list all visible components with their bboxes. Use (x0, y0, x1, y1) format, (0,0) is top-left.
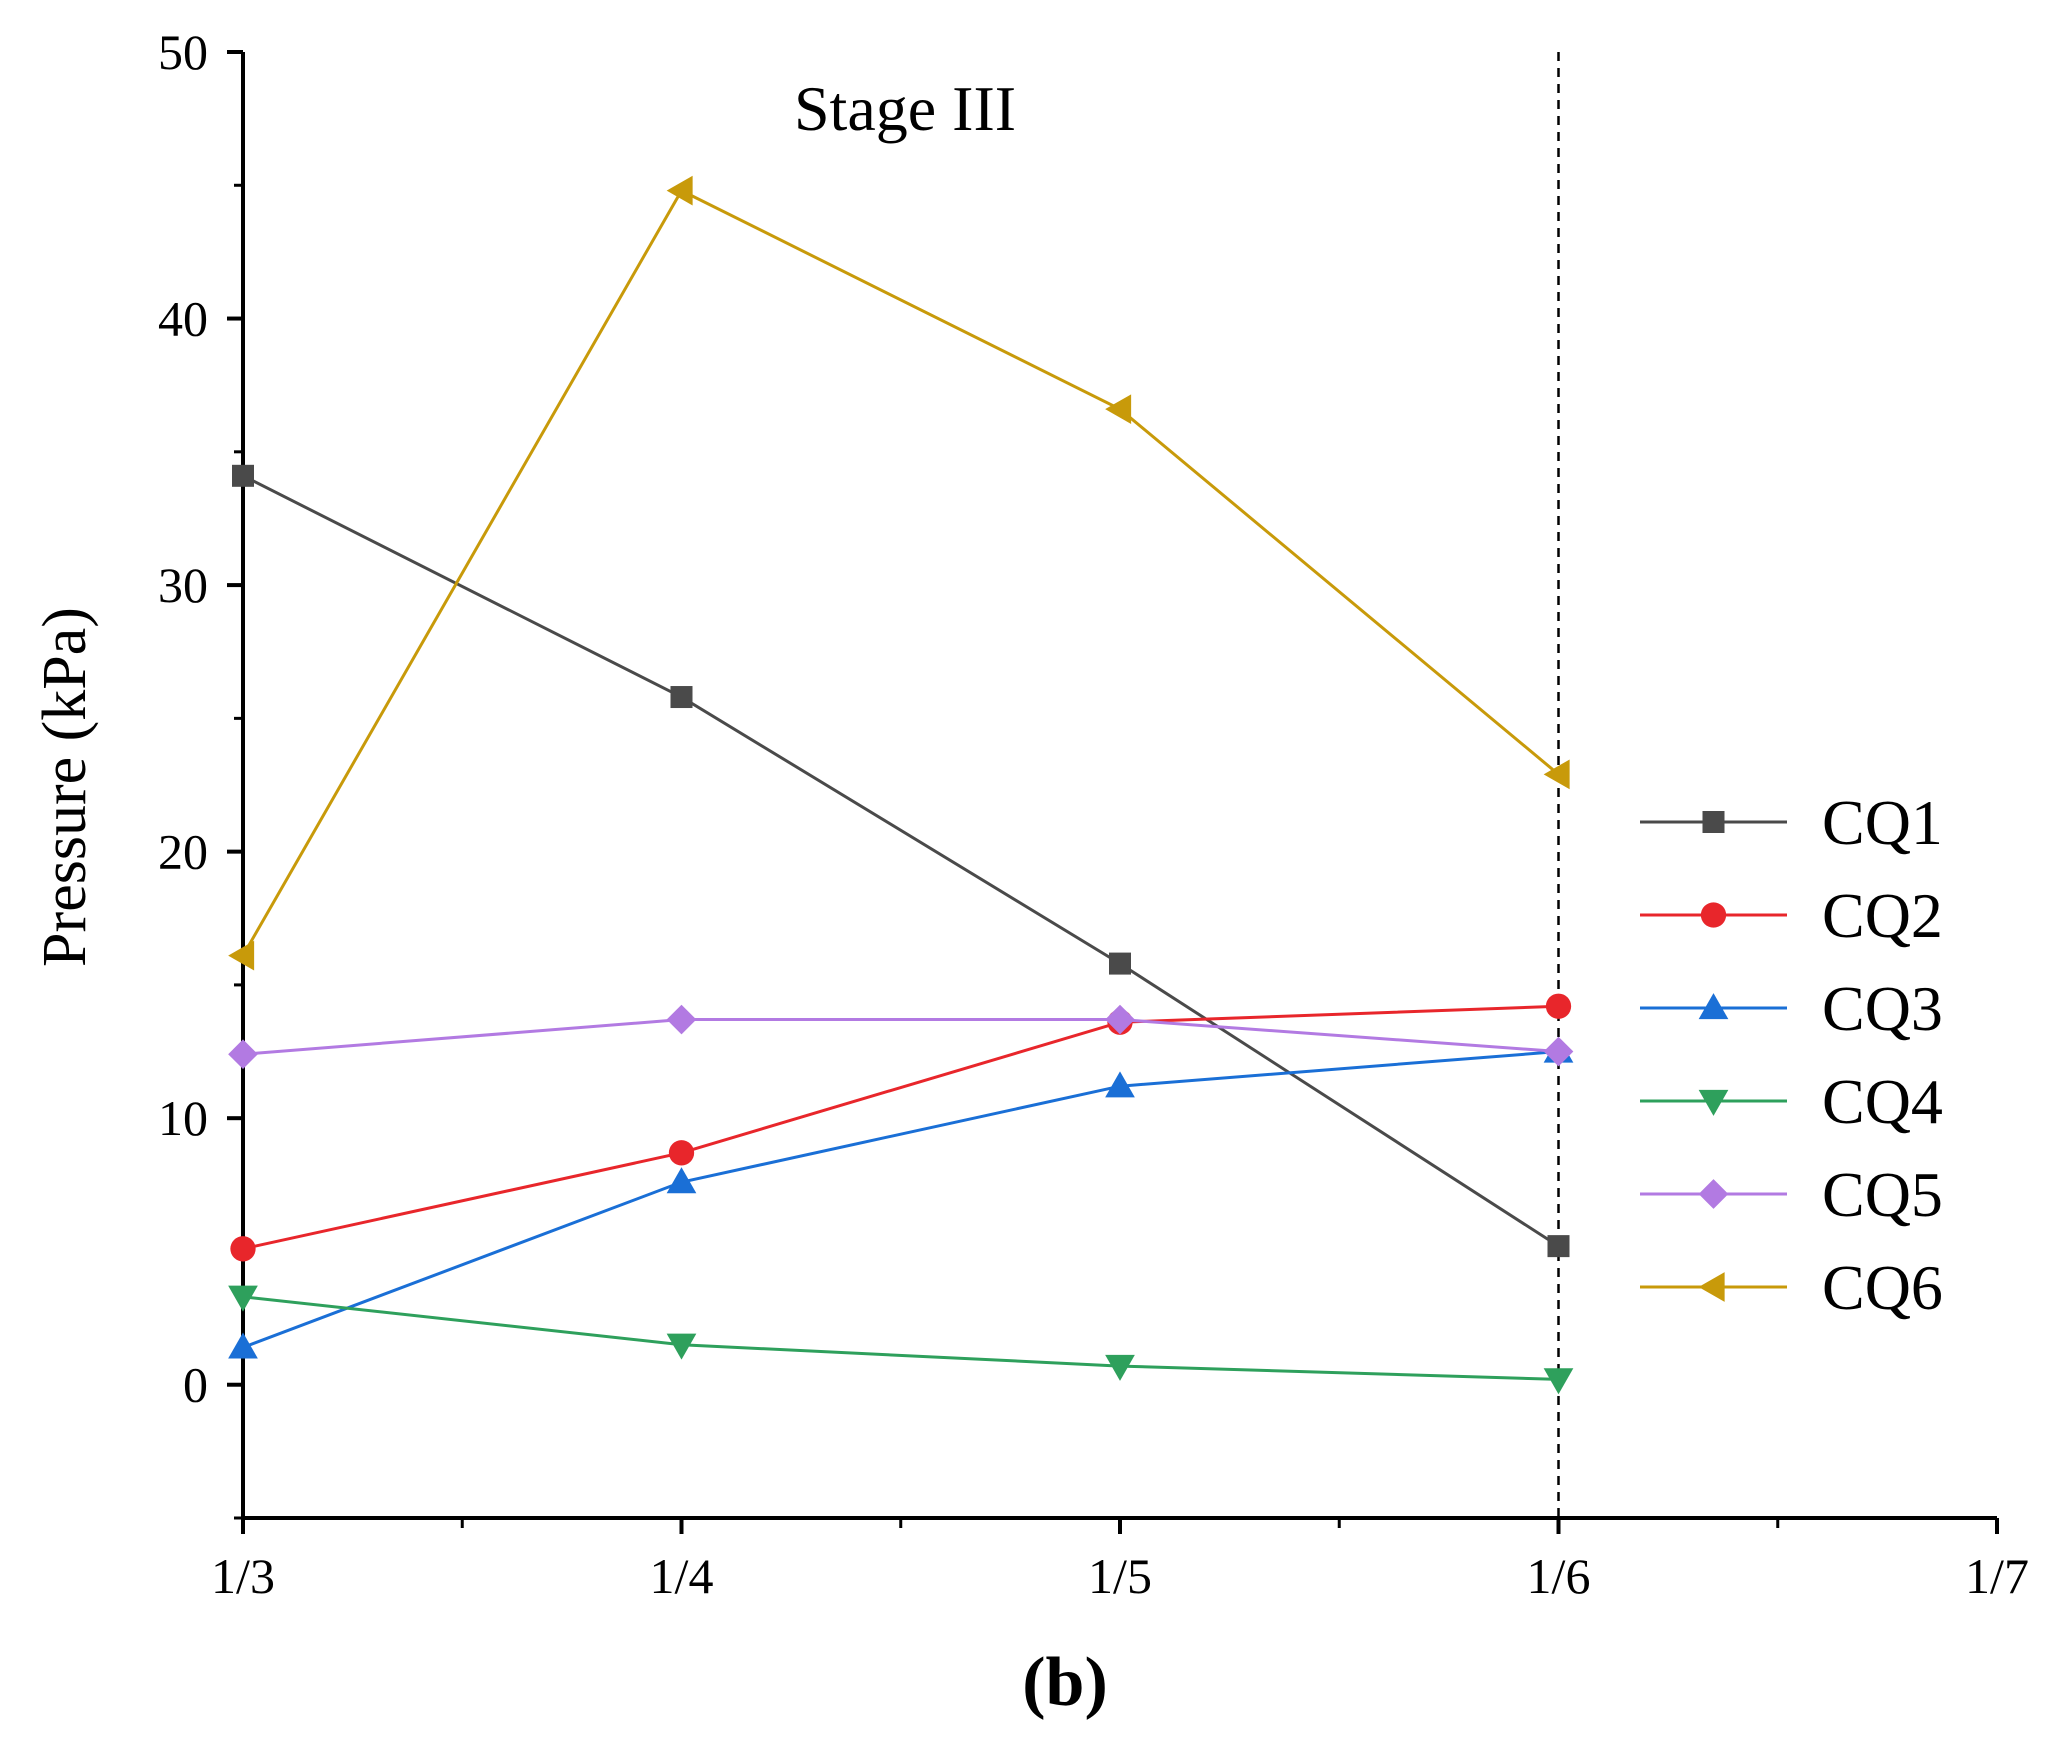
legend-label-cq5: CQ5 (1822, 1159, 1943, 1230)
legend-marker-cq6 (1699, 1272, 1725, 1302)
annotation-stage: Stage III (794, 73, 1016, 144)
legend-item-cq1: CQ1 (1640, 787, 1943, 858)
legend-marker-cq4 (1699, 1090, 1729, 1116)
x-tick-label: 1/5 (1088, 1548, 1152, 1604)
legend-marker-cq2 (1701, 902, 1726, 927)
series-line-cq3 (243, 1052, 1559, 1348)
legend-item-cq3: CQ3 (1640, 973, 1943, 1044)
panel-label: (b) (1022, 1644, 1108, 1721)
y-axis-title: Pressure (kPa) (31, 607, 99, 967)
series-line-cq6 (243, 191, 1559, 956)
legend-item-cq2: CQ2 (1640, 880, 1943, 951)
legend-marker-cq3 (1699, 993, 1729, 1019)
data-point-cq1 (671, 686, 693, 708)
series-group (228, 176, 1573, 1394)
legend-item-cq5: CQ5 (1640, 1159, 1943, 1230)
line-chart: 010203040501/3 1/4 1/5 1/6 1/7 CQ1CQ2CQ3CQ4C… (0, 0, 2047, 1742)
legend-marker-cq5 (1699, 1179, 1729, 1209)
y-tick-label: 40 (158, 291, 208, 347)
x-tick-label: 1/7 (1965, 1548, 2029, 1604)
y-tick-label: 50 (158, 24, 208, 80)
data-point-cq2 (230, 1236, 255, 1261)
legend-label-cq4: CQ4 (1822, 1066, 1943, 1137)
data-point-cq3 (228, 1333, 258, 1359)
data-point-cq5 (228, 1039, 258, 1069)
data-point-cq4 (1544, 1368, 1574, 1394)
x-tick-label: 1/6 (1527, 1548, 1591, 1604)
series-line-cq5 (243, 1020, 1559, 1055)
legend-label-cq3: CQ3 (1822, 973, 1943, 1044)
y-tick-label: 0 (183, 1357, 208, 1413)
series-cq4 (228, 1286, 1573, 1395)
axes-group: 0 10 20 30 40 50 1/3 1/4 1/5 1/6 1/7 (158, 24, 2029, 1604)
legend-item-cq4: CQ4 (1640, 1066, 1943, 1137)
data-point-cq6 (667, 176, 693, 206)
legend-label-cq1: CQ1 (1822, 787, 1943, 858)
data-point-cq5 (667, 1005, 697, 1035)
data-point-cq1 (1109, 953, 1131, 975)
y-tick-label: 20 (158, 824, 208, 880)
series-cq2 (230, 994, 1571, 1262)
series-line-cq1 (243, 476, 1559, 1246)
data-point-cq6 (1105, 394, 1131, 424)
chart-container: 0 10 20 30 40 50 1/3 1/4 1/5 1/6 1/7 CQ1 CQ2 CQ3 CQ4 C… (0, 0, 2047, 1742)
series-cq1 (232, 465, 1570, 1257)
x-tick-label: 1/4 (650, 1548, 714, 1604)
legend-label-cq2: CQ2 (1822, 880, 1943, 951)
series-line-cq4 (243, 1297, 1559, 1380)
legend-item-cq6: CQ6 (1640, 1252, 1943, 1323)
data-point-cq2 (1546, 994, 1571, 1019)
series-cq6 (228, 176, 1569, 971)
series-cq3 (228, 1037, 1573, 1359)
data-point-cq5 (1105, 1005, 1135, 1035)
data-point-cq4 (1105, 1355, 1135, 1381)
legend-label-cq6: CQ6 (1822, 1252, 1943, 1323)
legend-marker-cq1 (1703, 811, 1725, 833)
data-point-cq1 (232, 465, 254, 487)
data-point-cq1 (1548, 1235, 1570, 1257)
series-line-cq2 (243, 1006, 1559, 1249)
legend: CQ1 CQ2 CQ3 CQ4 CQ5 CQ6 (1640, 787, 1943, 1323)
data-point-cq2 (669, 1140, 694, 1165)
y-tick-label: 10 (158, 1090, 208, 1146)
y-tick-label: 30 (158, 557, 208, 613)
x-tick-label: 1/3 (211, 1548, 275, 1604)
